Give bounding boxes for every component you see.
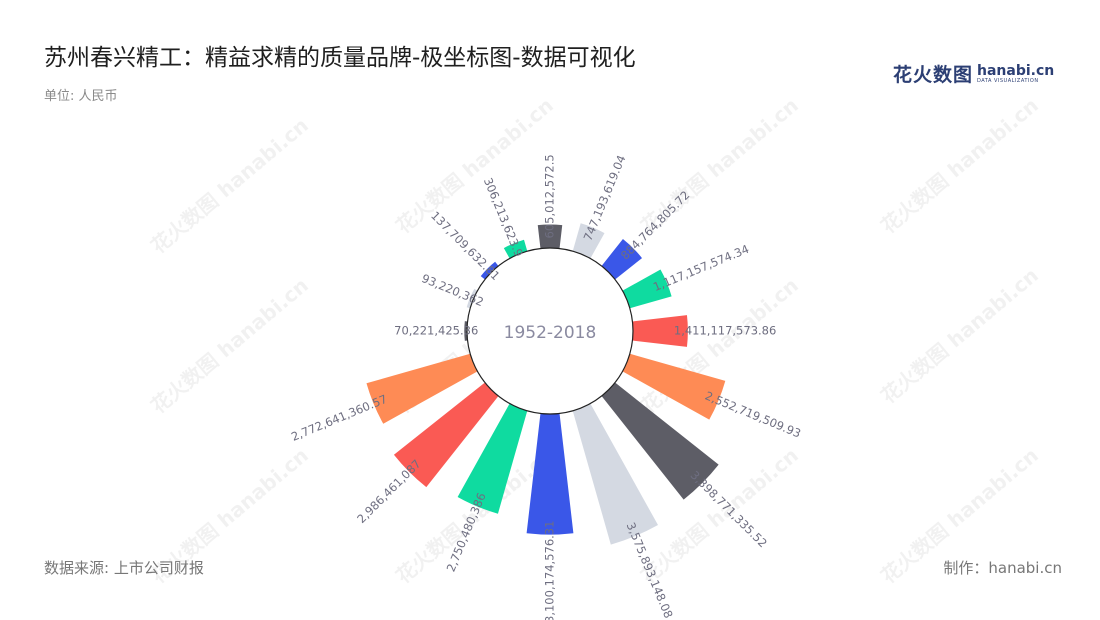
- bar-15[interactable]: [480, 261, 499, 280]
- bar-11[interactable]: [393, 382, 499, 488]
- bar-label-15: 137,709,632.81: [428, 208, 503, 283]
- bar-1[interactable]: [537, 224, 563, 249]
- center-label: 1952-2018: [504, 323, 597, 343]
- logo-en-block: hanabi.cn DATA VISUALIZATION: [977, 64, 1054, 84]
- bar-9[interactable]: [526, 413, 574, 535]
- bar-label-4: 1,117,157,574.34: [651, 242, 751, 294]
- center-circle: [466, 247, 634, 415]
- bar-label-10: 2,750,480,386: [444, 491, 489, 574]
- bar-label-1: 605,012,572.5: [543, 154, 557, 238]
- bar-6[interactable]: [622, 353, 726, 420]
- bar-label-11: 2,986,461,087: [354, 457, 423, 526]
- bar-4[interactable]: [622, 269, 672, 309]
- bar-5[interactable]: [632, 315, 688, 347]
- bar-label-7: 3,398,771,335.52: [688, 468, 770, 550]
- bar-16[interactable]: [503, 239, 528, 259]
- bar-3[interactable]: [601, 238, 643, 280]
- bar-label-13: 70,221,425.36: [394, 324, 478, 338]
- bar-2[interactable]: [572, 223, 605, 259]
- logo-cn-text: 花火数图: [893, 64, 974, 86]
- bar-label-2: 747,193,619.04: [581, 153, 629, 243]
- bar-14[interactable]: [466, 288, 478, 309]
- maker-credit: 制作：hanabi.cn: [943, 559, 1062, 577]
- bar-label-5: 1,411,117,573.86: [674, 324, 776, 338]
- bar-label-12: 2,772,641,360.57: [289, 392, 389, 444]
- bar-8[interactable]: [572, 403, 658, 545]
- logo-en-text: hanabi.cn: [977, 62, 1055, 79]
- bar-12[interactable]: [366, 353, 478, 424]
- bar-label-9: 3,100,174,576.31: [543, 521, 557, 620]
- brand-logo[interactable]: 花火数图 hanabi.cn DATA VISUALIZATION: [893, 60, 1054, 87]
- bar-label-6: 2,552,719,509.93: [703, 388, 803, 440]
- page-title: 苏州春兴精工：精益求精的质量品牌-极坐标图-数据可视化: [44, 45, 636, 71]
- unit-label: 单位: 人民币: [44, 89, 118, 104]
- logo-sub-text: DATA VISUALIZATION: [977, 77, 1039, 84]
- bar-7[interactable]: [601, 382, 719, 500]
- bar-label-3: 884,764,805.72: [618, 188, 693, 263]
- bar-label-16: 306,213,623.9: [481, 176, 526, 259]
- data-source: 数据来源: 上市公司财报: [44, 559, 204, 577]
- bar-label-8: 3,575,893,148.08: [624, 520, 676, 620]
- bar-10[interactable]: [457, 403, 528, 514]
- bars-group: [366, 223, 726, 545]
